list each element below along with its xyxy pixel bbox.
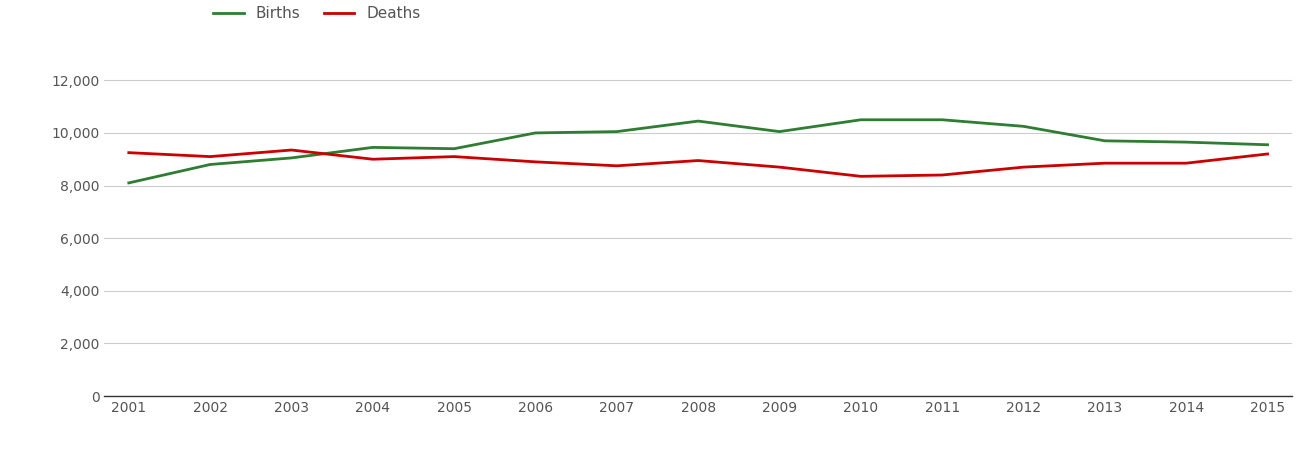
Births (934, 117, 950, 122)
Deaths (365, 157, 381, 162)
Births (202, 162, 218, 167)
Births (365, 145, 381, 150)
Births (690, 118, 706, 124)
Deaths (121, 150, 137, 155)
Births (853, 117, 869, 122)
Deaths (1259, 151, 1275, 157)
Births (527, 130, 543, 135)
Line: Births: Births (129, 120, 1267, 183)
Line: Deaths: Deaths (129, 150, 1267, 176)
Births (121, 180, 137, 185)
Deaths (934, 172, 950, 178)
Births (283, 155, 299, 161)
Births (1098, 138, 1113, 144)
Births (609, 129, 625, 134)
Deaths (446, 154, 462, 159)
Deaths (202, 154, 218, 159)
Deaths (1098, 161, 1113, 166)
Deaths (527, 159, 543, 165)
Deaths (853, 174, 869, 179)
Deaths (283, 147, 299, 153)
Deaths (609, 163, 625, 168)
Births (1178, 140, 1194, 145)
Births (446, 146, 462, 151)
Legend: Births, Deaths: Births, Deaths (207, 0, 427, 27)
Deaths (771, 164, 787, 170)
Births (771, 129, 787, 134)
Deaths (690, 158, 706, 163)
Deaths (1178, 161, 1194, 166)
Deaths (1015, 164, 1031, 170)
Births (1259, 142, 1275, 148)
Births (1015, 124, 1031, 129)
